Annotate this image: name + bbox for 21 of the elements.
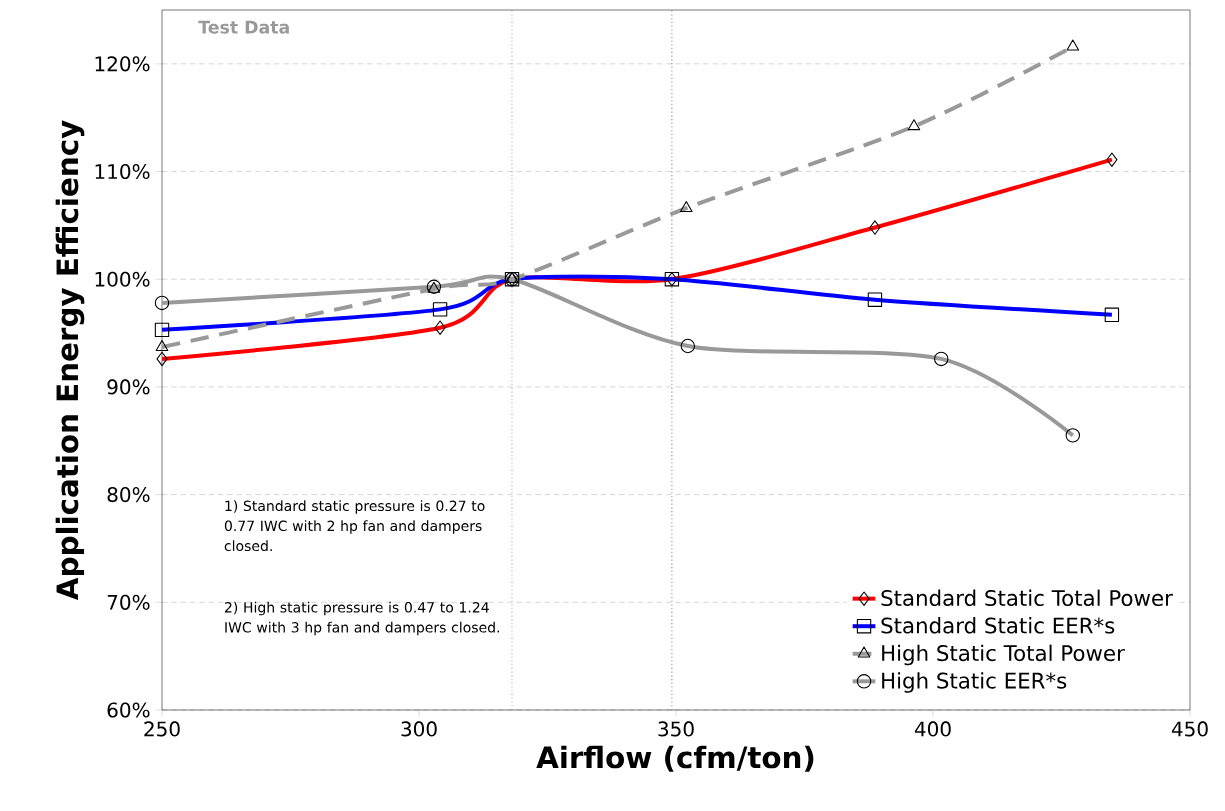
- x-tick-label: 300: [401, 721, 437, 737]
- x-tick-label: 400: [914, 721, 951, 737]
- annotation: 1) Standard static pressure is 0.27 to 0.77 IWC with 2 hp fan and dampers closed.: [224, 500, 485, 552]
- legend-label: Standard Static Total Power: [881, 589, 1173, 607]
- legend-label: Standard Static EER*s: [881, 617, 1115, 634]
- x-axis-title: Airflow (cfm/ton): [536, 745, 814, 772]
- y-tick-label: 110%: [95, 163, 150, 180]
- x-tick-label: 450: [1171, 721, 1208, 737]
- y-tick-label: 100%: [95, 271, 150, 287]
- x-tick-label: 250: [144, 721, 180, 737]
- y-tick-label: 120%: [95, 56, 150, 72]
- x-tick-label: 350: [658, 721, 694, 737]
- legend-label: High Static Total Power: [882, 644, 1125, 666]
- y-tick-label: 70%: [107, 594, 150, 610]
- y-axis-title: Application Energy Efficiency: [55, 120, 85, 601]
- annotation: 2) High static pressure is 0.47 to 1.24 IWC with 3 hp fan and dampers closed.: [224, 601, 500, 636]
- y-tick-label: 90%: [107, 379, 150, 395]
- legend-label: High Static EER*s: [882, 672, 1067, 693]
- y-tick-label: 60%: [107, 702, 150, 718]
- y-tick-label: 80%: [107, 487, 150, 503]
- annotation: Test Data: [198, 20, 289, 34]
